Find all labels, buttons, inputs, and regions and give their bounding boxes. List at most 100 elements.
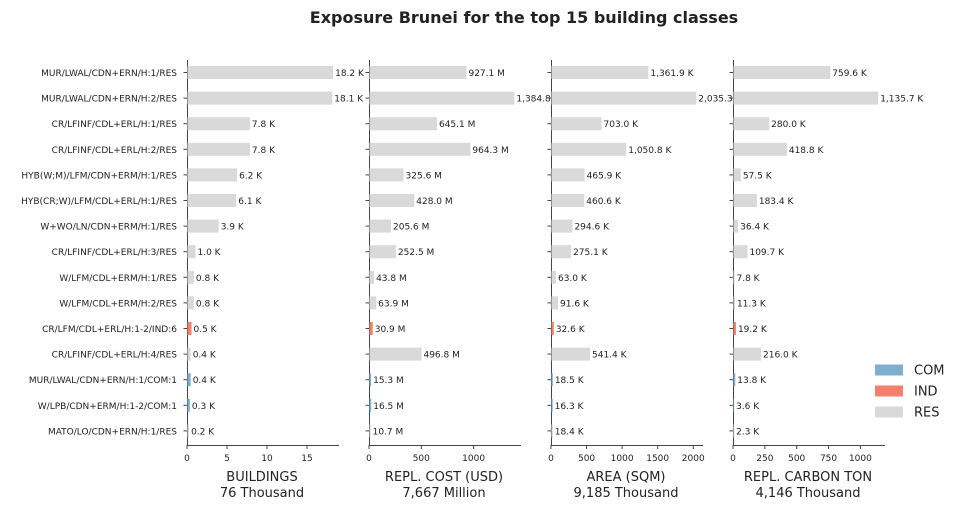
x-tick-label: 1500 — [646, 454, 669, 464]
x-axis-title: REPL. CARBON TON — [744, 470, 872, 485]
bar — [369, 322, 373, 335]
value-label: 57.5 K — [743, 171, 773, 181]
x-tick-label: 15 — [301, 454, 312, 464]
value-label: 275.1 K — [573, 248, 609, 258]
category-label: CR/LFINF/CDL+ERL/H:3/RES — [52, 248, 178, 258]
value-label: 16.5 M — [373, 402, 404, 412]
bar — [187, 66, 334, 79]
x-tick-label: 250 — [756, 454, 773, 464]
bar — [187, 424, 190, 438]
x-tick-label: 500 — [578, 454, 595, 464]
category-label: MUR/LWAL/CDN+ERN/H:1/RES — [41, 69, 177, 79]
bar — [187, 373, 191, 387]
value-label: 2.3 K — [736, 427, 760, 437]
value-label: 0.8 K — [196, 274, 220, 284]
panel-total: 76 Thousand — [220, 486, 304, 501]
bar — [551, 398, 553, 412]
value-label: 964.3 M — [472, 146, 508, 156]
value-label: 759.6 K — [832, 69, 868, 79]
category-label: W/LPB/CDN+ERM/H:1-2/COM:1 — [38, 402, 177, 412]
value-label: 3.9 K — [221, 223, 245, 233]
value-label: 7.8 K — [736, 274, 760, 284]
value-label: 13.8 K — [737, 376, 767, 386]
bar — [551, 270, 556, 284]
bar — [733, 322, 736, 335]
category-label: W/LFM/CDL+ERM/H:1/RES — [59, 274, 177, 284]
x-tick-label: 2000 — [682, 454, 705, 464]
value-label: 0.5 K — [194, 325, 218, 335]
x-tick-label: 750 — [820, 454, 837, 464]
bar — [551, 424, 553, 438]
bar — [369, 373, 372, 387]
value-label: 7.8 K — [252, 120, 276, 130]
bar — [733, 296, 735, 310]
value-label: 10.7 M — [373, 427, 404, 437]
bar — [733, 168, 741, 182]
bar — [369, 91, 515, 105]
x-tick-label: 500 — [788, 454, 805, 464]
value-label: 460.6 K — [586, 197, 622, 207]
value-label: 0.8 K — [196, 299, 220, 309]
value-label: 32.6 K — [556, 325, 586, 335]
bar — [551, 322, 554, 335]
bar — [187, 347, 191, 361]
panel-total: 4,146 Thousand — [756, 486, 861, 501]
bar — [187, 245, 196, 259]
x-tick-label: 5 — [224, 454, 230, 464]
legend-swatch — [875, 385, 903, 397]
value-label: 36.4 K — [740, 223, 770, 233]
value-label: 1,135.7 K — [880, 95, 924, 105]
value-label: 18.5 K — [555, 376, 585, 386]
bar — [369, 398, 372, 412]
value-label: 19.2 K — [738, 325, 768, 335]
value-label: 18.1 K — [334, 95, 364, 105]
bar — [551, 373, 553, 387]
bar — [369, 424, 371, 438]
category-label: CR/LFINF/CDL+ERL/H:2/RES — [52, 146, 178, 156]
value-label: 1,050.8 K — [628, 146, 672, 156]
value-label: 325.6 M — [406, 171, 442, 181]
value-label: 0.3 K — [192, 402, 216, 412]
bar — [187, 91, 333, 105]
x-tick-label: 0 — [366, 454, 372, 464]
bar — [369, 168, 404, 182]
value-label: 1,384.8 — [516, 95, 551, 105]
category-label: MATO/LO/CDN+ERN/H:1/RES — [48, 427, 177, 437]
legend-swatch — [875, 406, 903, 418]
x-tick-label: 1000 — [611, 454, 634, 464]
category-label: CR/LFINF/CDL+ERL/H:1/RES — [52, 120, 178, 130]
bar — [369, 296, 377, 310]
value-label: 0.2 K — [191, 427, 215, 437]
x-tick-label: 500 — [413, 454, 430, 464]
x-tick-label: 0 — [184, 454, 190, 464]
bar — [551, 347, 591, 361]
bar — [551, 219, 573, 233]
bar — [551, 194, 585, 207]
bar — [733, 373, 736, 387]
value-label: 541.4 K — [592, 351, 628, 361]
value-label: 465.9 K — [587, 171, 623, 181]
value-label: 109.7 K — [749, 248, 785, 258]
bar — [733, 245, 748, 259]
bar — [733, 194, 757, 207]
bar — [733, 424, 735, 438]
category-label: HYB(CR;W)/LFM/CDL+ERL/H:1/RES — [21, 197, 177, 207]
value-label: 0.4 K — [193, 376, 217, 386]
bar — [551, 296, 559, 310]
bar — [187, 117, 250, 131]
value-label: 216.0 K — [763, 351, 799, 361]
bar — [551, 91, 697, 105]
bar — [187, 142, 250, 156]
category-label: MUR/LWAL/CDN+ERN/H:1/COM:1 — [29, 376, 177, 386]
value-label: 205.6 M — [393, 223, 429, 233]
legend-label: IND — [914, 385, 938, 400]
category-label: CR/LFINF/CDL+ERL/H:4/RES — [52, 351, 178, 361]
value-label: 183.4 K — [759, 197, 795, 207]
bar — [733, 117, 770, 131]
value-label: 6.1 K — [238, 197, 262, 207]
value-label: 91.6 K — [560, 299, 590, 309]
bar — [187, 322, 192, 335]
bar — [187, 296, 194, 310]
value-label: 0.4 K — [193, 351, 217, 361]
